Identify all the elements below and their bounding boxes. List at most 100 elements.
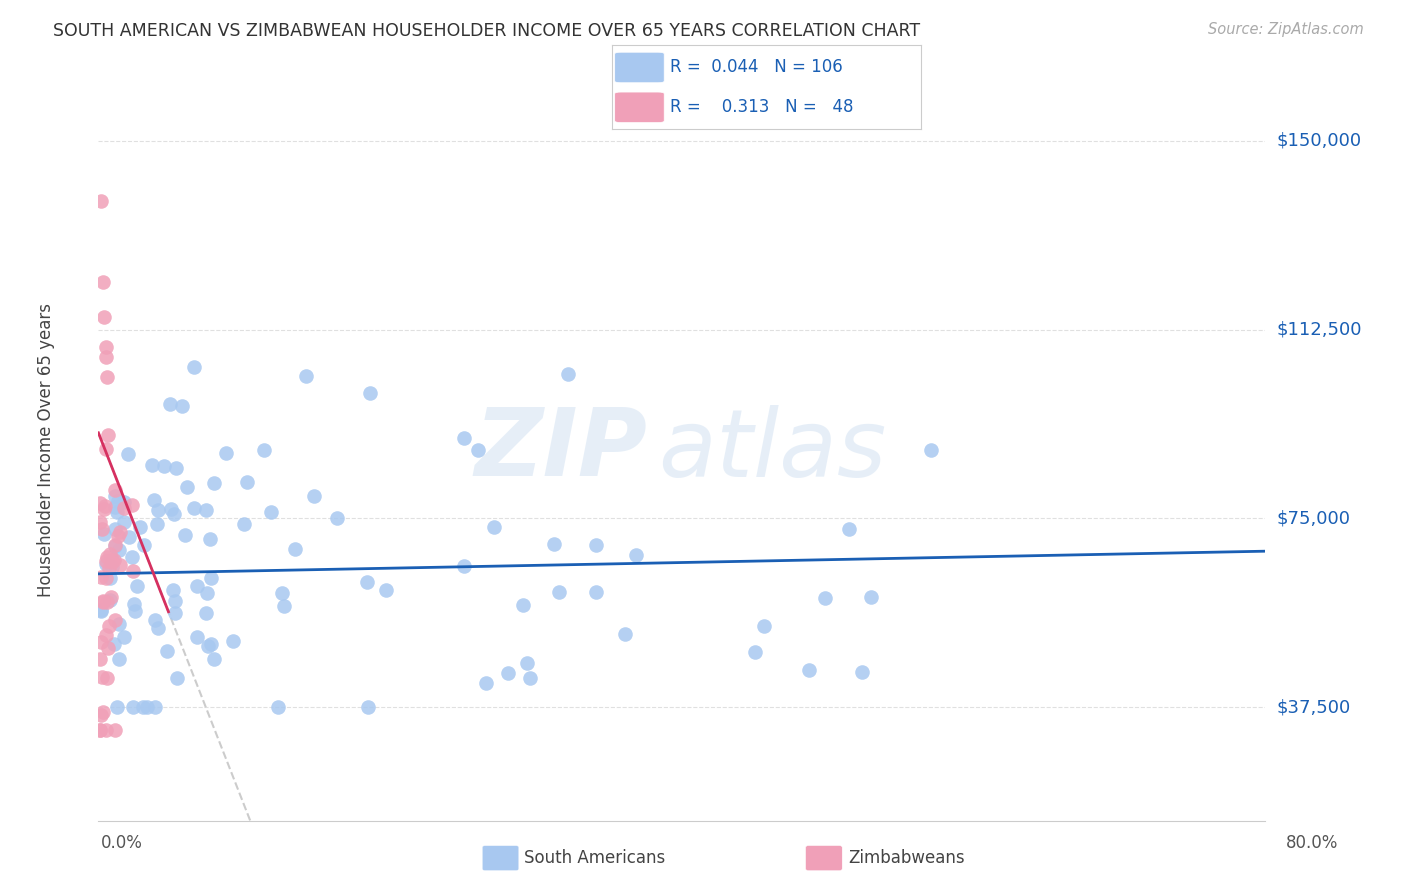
Point (94, 723, 117, 737)
Point (91, 275, 114, 289)
Point (89, 652, 111, 666)
Point (799, 663, 821, 677)
Point (183, 360, 205, 375)
Point (94, 628, 117, 642)
Point (920, 442, 942, 457)
Point (100, 590, 122, 604)
Point (122, 565, 145, 579)
Point (295, 368, 318, 383)
Text: SOUTH AMERICAN VS ZIMBABWEAN HOUSEHOLDER INCOME OVER 65 YEARS CORRELATION CHART: SOUTH AMERICAN VS ZIMBABWEAN HOUSEHOLDER… (53, 22, 921, 40)
Point (146, 621, 169, 635)
Point (357, 700, 380, 714)
Point (135, 700, 157, 714)
Point (233, 517, 256, 532)
Point (146, 503, 169, 517)
Point (146, 517, 169, 532)
Point (153, 458, 176, 473)
Point (284, 541, 307, 556)
Point (585, 585, 607, 599)
Point (94, 442, 117, 457)
Point (453, 558, 475, 573)
Point (851, 665, 873, 680)
Point (90, 194, 112, 209)
Point (90, 707, 112, 722)
Point (215, 446, 238, 460)
Point (186, 578, 208, 592)
Point (112, 515, 135, 529)
Point (375, 583, 398, 598)
Point (101, 555, 124, 569)
Point (104, 522, 127, 536)
Point (174, 528, 197, 542)
Point (200, 571, 222, 585)
Point (356, 574, 378, 589)
Point (183, 501, 205, 516)
Point (132, 538, 155, 552)
Point (614, 627, 637, 641)
Text: South Americans: South Americans (524, 849, 665, 867)
Point (96, 549, 118, 564)
Point (108, 543, 131, 558)
Point (93, 501, 115, 516)
Point (107, 493, 129, 508)
Point (90, 570, 112, 584)
Point (103, 539, 125, 553)
Point (156, 644, 179, 658)
Point (557, 367, 579, 381)
Text: $37,500: $37,500 (1277, 698, 1351, 716)
Point (326, 510, 349, 524)
Point (170, 400, 193, 414)
Point (96, 671, 118, 685)
Point (98, 593, 121, 607)
Point (112, 631, 135, 645)
Point (267, 700, 290, 714)
Point (103, 553, 125, 567)
Point (453, 430, 475, 444)
Point (744, 645, 766, 659)
Point (159, 501, 181, 516)
Point (516, 657, 538, 671)
Point (752, 619, 775, 633)
Point (132, 700, 155, 714)
Point (467, 442, 489, 457)
Point (838, 522, 860, 536)
Point (496, 666, 519, 681)
Point (108, 616, 131, 631)
FancyBboxPatch shape (614, 92, 664, 122)
Point (814, 591, 837, 606)
Point (163, 606, 186, 620)
Point (108, 524, 131, 539)
Point (142, 492, 165, 507)
Point (89, 723, 111, 737)
Point (103, 637, 125, 651)
Point (97, 640, 120, 655)
Text: 0.0%: 0.0% (101, 834, 143, 852)
Point (104, 483, 127, 498)
FancyBboxPatch shape (614, 53, 664, 83)
Text: $75,000: $75,000 (1277, 509, 1351, 527)
Point (194, 502, 217, 516)
Point (94, 500, 117, 514)
Point (98, 571, 121, 585)
Point (97, 618, 120, 632)
Point (121, 550, 143, 565)
Point (117, 447, 139, 461)
Text: 80.0%: 80.0% (1286, 834, 1339, 852)
Point (124, 604, 146, 618)
Point (273, 599, 295, 613)
Point (107, 700, 129, 714)
Point (143, 613, 166, 627)
Point (105, 505, 128, 519)
Point (302, 489, 325, 503)
Point (89, 496, 111, 510)
Point (122, 598, 145, 612)
Point (859, 590, 882, 604)
Point (359, 385, 381, 400)
Text: R =  0.044   N = 106: R = 0.044 N = 106 (671, 59, 844, 77)
Point (97, 428, 120, 442)
Point (107, 529, 129, 543)
Point (200, 532, 222, 546)
Text: atlas: atlas (658, 405, 887, 496)
Point (112, 500, 135, 515)
Point (97, 560, 120, 574)
